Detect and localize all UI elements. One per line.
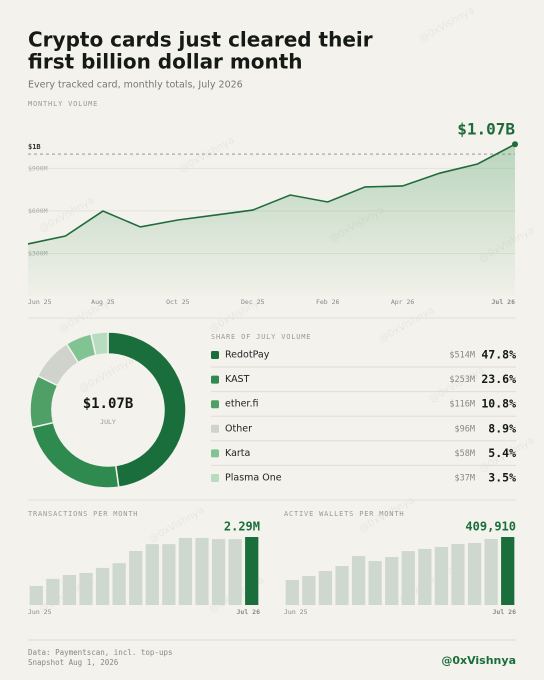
legend-label: RedotPay (225, 350, 270, 361)
bar (95, 567, 110, 605)
bar (112, 563, 126, 605)
bar (79, 572, 93, 605)
chart-label: ACTIVE WALLETS PER MONTH (284, 510, 404, 518)
footer-date: Snapshot Aug 1, 2026 (28, 658, 119, 667)
area (28, 144, 515, 296)
bar (484, 538, 498, 605)
value-label: $1.07B (457, 120, 515, 139)
x-tick-label: Feb 26 (316, 298, 340, 306)
legend-label: Plasma One (225, 473, 282, 484)
amount-label: $96M (455, 424, 475, 434)
amount-label: $116M (449, 400, 475, 410)
bar (368, 561, 382, 605)
x-tick-label: Jun 25 (28, 298, 52, 306)
bar (211, 539, 226, 605)
amount-label: $58M (455, 449, 475, 459)
bar (318, 570, 333, 605)
share-label: 3.5% (488, 471, 516, 485)
bar (178, 537, 193, 605)
share-label: 8.9% (488, 421, 516, 435)
x-tick-label: Dec 25 (241, 298, 265, 306)
title-line: first billion dollar month (28, 50, 303, 74)
line (27, 143, 516, 245)
bar (228, 539, 242, 605)
bar (451, 543, 465, 605)
share-label: 10.8% (481, 397, 516, 411)
bar (245, 537, 259, 605)
share-label: 23.6% (481, 372, 516, 386)
bar (145, 544, 159, 605)
legend-label: KAST (225, 374, 250, 385)
bar (29, 585, 43, 605)
legend-swatch (211, 400, 219, 409)
subtitle: Every tracked card, monthly totals, July… (28, 80, 243, 91)
bar (434, 546, 449, 605)
amount-label: $37M (455, 474, 475, 484)
center-sublabel: JULY (100, 418, 116, 426)
share-label: 47.8% (481, 348, 516, 362)
legend-label: Other (225, 423, 252, 434)
bar (62, 575, 77, 605)
bar (46, 578, 60, 605)
legend-swatch (211, 375, 219, 384)
value-label: 409,910 (465, 520, 516, 534)
bar (351, 556, 366, 605)
legend-label: Karta (225, 448, 250, 459)
bar (285, 579, 299, 605)
x-tick-label: Oct 25 (166, 298, 190, 306)
legend-swatch (211, 351, 219, 359)
amount-label: $253M (449, 375, 475, 385)
bar (195, 537, 209, 605)
center-label: $1.07B (83, 396, 134, 412)
legend-swatch (211, 474, 219, 482)
chart-label: MONTHLY VOLUME (28, 100, 98, 108)
bar (335, 566, 349, 605)
bar (501, 537, 515, 605)
x-tick-label: Aug 25 (91, 298, 115, 306)
donut-slice (90, 331, 109, 357)
bar (467, 542, 482, 605)
bar (302, 575, 316, 605)
bar (162, 544, 176, 605)
bar (418, 548, 432, 605)
legend-swatch (211, 449, 219, 458)
legend-swatch (211, 424, 219, 433)
x-tick-label: Apr 26 (391, 298, 415, 306)
bar (129, 550, 143, 605)
x-tick-label: Jul 26 (492, 298, 516, 306)
value-label: 2.29M (224, 520, 260, 534)
x-tick-label: Jul 26 (237, 608, 261, 616)
share-label: 5.4% (488, 446, 516, 460)
bar (401, 551, 415, 605)
chart-label: SHARE OF JULY VOLUME (211, 333, 311, 341)
title-line: Crypto cards just cleared their (28, 28, 373, 52)
last-point (512, 141, 518, 148)
x-tick-label: Jun 25 (284, 608, 308, 616)
x-tick-label: Jun 25 (28, 608, 52, 616)
handle: @0xVishnya (441, 654, 516, 667)
chart-label: TRANSACTIONS PER MONTH (28, 510, 138, 518)
reference-label: $1B (28, 143, 41, 151)
amount-label: $514M (449, 351, 475, 361)
legend-label: ether.fi (225, 399, 258, 410)
x-tick-label: Jul 26 (493, 608, 517, 616)
y-tick-label: $900M (28, 164, 48, 172)
footer-source: Data: Paymentscan, incl. top-ups (28, 648, 173, 657)
y-tick-label: $600M (28, 207, 48, 215)
donut-slice (107, 331, 187, 489)
bar (385, 557, 399, 605)
